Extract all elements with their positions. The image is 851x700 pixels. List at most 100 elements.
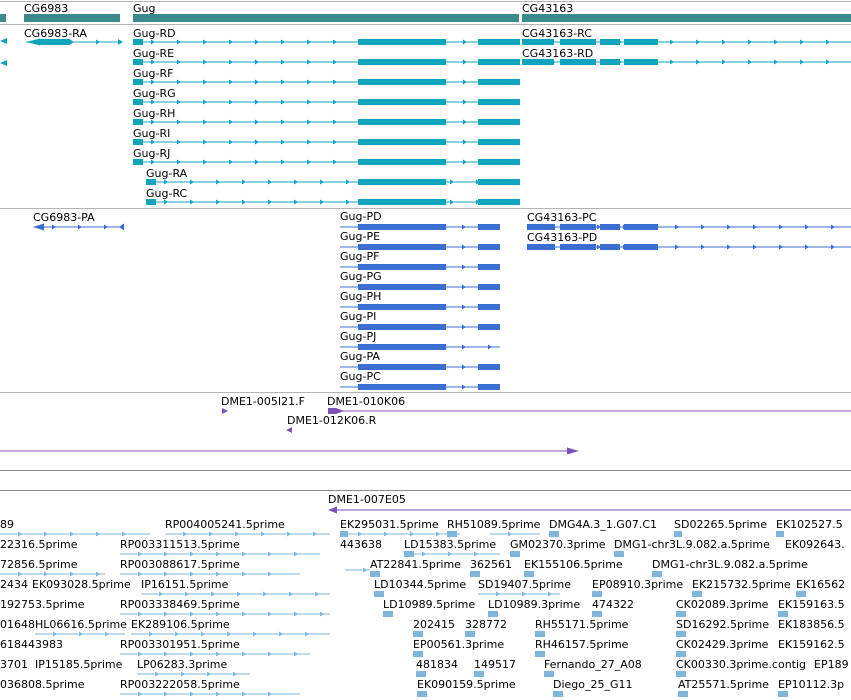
protein-row[interactable]: CG43163-PD: [527, 231, 851, 250]
est-label[interactable]: DMG1-chr3L.9.082.a.5prime: [614, 538, 770, 551]
gene-bar[interactable]: [522, 14, 851, 22]
transcript-row[interactable]: Gug-RE: [133, 47, 520, 65]
transcript-exon[interactable]: [358, 39, 446, 45]
est-label[interactable]: 89: [0, 518, 14, 531]
est-label[interactable]: CK00330.3prime.contig: [676, 658, 806, 671]
transcript-row[interactable]: CG43163-RC: [522, 27, 851, 45]
est-label[interactable]: 3701: [0, 658, 28, 671]
clone-label[interactable]: DME1-005I21.F: [221, 395, 305, 408]
est-label[interactable]: EP08910.3prime: [592, 578, 683, 591]
est-block[interactable]: [488, 611, 498, 617]
clone-label[interactable]: DME1-012K06.R: [287, 414, 377, 427]
est-label[interactable]: 443638: [340, 538, 382, 551]
protein-exon[interactable]: [358, 224, 446, 230]
transcript-end-arrow[interactable]: [118, 39, 123, 45]
transcript-label[interactable]: Gug-RC: [146, 187, 188, 200]
clone-end-marker[interactable]: [328, 408, 336, 414]
transcript-exon[interactable]: [358, 119, 446, 125]
transcript-label[interactable]: Gug-RD: [133, 27, 176, 40]
transcript-exon[interactable]: [478, 119, 520, 125]
est-block[interactable]: [778, 691, 788, 697]
protein-row[interactable]: Gug-PI: [340, 310, 500, 330]
transcript-exon[interactable]: [478, 139, 520, 145]
est-block[interactable]: [370, 571, 380, 577]
transcript-row[interactable]: Gug-RA: [146, 167, 520, 185]
transcript-exon[interactable]: [600, 59, 620, 65]
est-block[interactable]: [544, 671, 554, 677]
est-label[interactable]: 72856.5prime: [0, 558, 78, 571]
est-label[interactable]: IP16151.5prime: [141, 578, 229, 591]
est-label[interactable]: 036808.5prime: [0, 678, 85, 691]
est-block[interactable]: [678, 691, 688, 697]
protein-exon[interactable]: [560, 244, 596, 250]
est-block[interactable]: [474, 671, 484, 677]
clone-end-marker[interactable]: [567, 447, 579, 455]
transcript-exon[interactable]: [133, 59, 143, 65]
protein-label[interactable]: Gug-PF: [340, 250, 379, 263]
transcript-row[interactable]: Gug-RD: [133, 27, 520, 45]
est-label[interactable]: AT22841.5prime: [370, 558, 461, 571]
est-label[interactable]: EK102527.5: [776, 518, 843, 531]
est-label[interactable]: RP003311513.5prime: [120, 538, 240, 551]
clone-label[interactable]: DME1-007E05: [328, 493, 406, 506]
protein-exon[interactable]: [527, 244, 555, 250]
protein-label[interactable]: Gug-PG: [340, 270, 382, 283]
transcript-exon[interactable]: [38, 39, 70, 45]
est-label[interactable]: EK159163.5: [778, 598, 845, 611]
est-label[interactable]: EK155106.5prime: [524, 558, 623, 571]
transcript-exon[interactable]: [522, 39, 554, 45]
protein-row[interactable]: Gug-PF: [340, 250, 500, 270]
est-label[interactable]: EK092643.: [785, 538, 845, 551]
est-block[interactable]: [383, 611, 393, 617]
est-label[interactable]: RH51089.5prime: [447, 518, 541, 531]
gene-bar[interactable]: [133, 14, 519, 22]
protein-row[interactable]: Gug-PG: [340, 270, 500, 290]
protein-label[interactable]: CG6983-PA: [33, 211, 95, 224]
est-block[interactable]: [676, 651, 686, 657]
protein-label[interactable]: Gug-PH: [340, 290, 381, 303]
est-label[interactable]: DMG1-chr3L.9.082.a.5prime: [652, 558, 808, 571]
transcript-exon[interactable]: [358, 139, 446, 145]
est-block[interactable]: [778, 611, 788, 617]
transcript-exon[interactable]: [560, 39, 596, 45]
transcript-exon[interactable]: [146, 199, 156, 205]
transcript-label[interactable]: Gug-RE: [133, 47, 174, 60]
transcript-row[interactable]: Gug-RG: [133, 87, 520, 105]
est-block[interactable]: [465, 631, 475, 637]
est-label[interactable]: GM02370.3prime: [510, 538, 606, 551]
protein-exon[interactable]: [358, 284, 446, 290]
est-label[interactable]: 01648: [0, 618, 35, 631]
protein-end-arrow[interactable]: [119, 223, 124, 231]
transcript-label[interactable]: Gug-RG: [133, 87, 176, 100]
est-label[interactable]: EK159162.5: [778, 638, 845, 651]
est-label[interactable]: EK183856.5: [778, 618, 845, 631]
est-label[interactable]: EK090159.5prime: [417, 678, 516, 691]
transcript-exon[interactable]: [146, 179, 156, 185]
est-label[interactable]: EK289106.5prime: [131, 618, 230, 631]
transcript-exon[interactable]: [478, 179, 520, 185]
transcript-exon[interactable]: [522, 59, 554, 65]
est-label[interactable]: EP00561.3prime: [413, 638, 504, 651]
est-block[interactable]: [674, 531, 682, 537]
transcript-label[interactable]: CG6983-RA: [24, 27, 87, 40]
transcript-row[interactable]: Gug-RH: [133, 107, 520, 125]
est-label[interactable]: SD19407.5prime: [478, 578, 571, 591]
protein-label[interactable]: Gug-PI: [340, 310, 376, 323]
est-label[interactable]: LD15383.5prime: [404, 538, 496, 551]
est-block[interactable]: [692, 591, 702, 597]
transcript-row[interactable]: CG43163-RD: [522, 47, 851, 65]
est-label[interactable]: CK02429.3prime: [676, 638, 769, 651]
est-block[interactable]: [676, 631, 686, 637]
transcript-exon[interactable]: [478, 199, 520, 205]
est-label[interactable]: EP10112.3p: [778, 678, 844, 691]
est-block[interactable]: [652, 571, 662, 577]
protein-label[interactable]: CG43163-PD: [527, 231, 597, 244]
est-label[interactable]: Diego_25_G11: [553, 678, 633, 691]
est-block[interactable]: [535, 631, 545, 637]
transcript-exon[interactable]: [358, 159, 446, 165]
est-label[interactable]: AT25571.5prime: [678, 678, 769, 691]
transcript-exon[interactable]: [478, 79, 520, 85]
transcript-exon[interactable]: [560, 59, 596, 65]
est-label[interactable]: LD10344.5prime: [374, 578, 466, 591]
clone-end-marker[interactable]: [328, 506, 337, 514]
